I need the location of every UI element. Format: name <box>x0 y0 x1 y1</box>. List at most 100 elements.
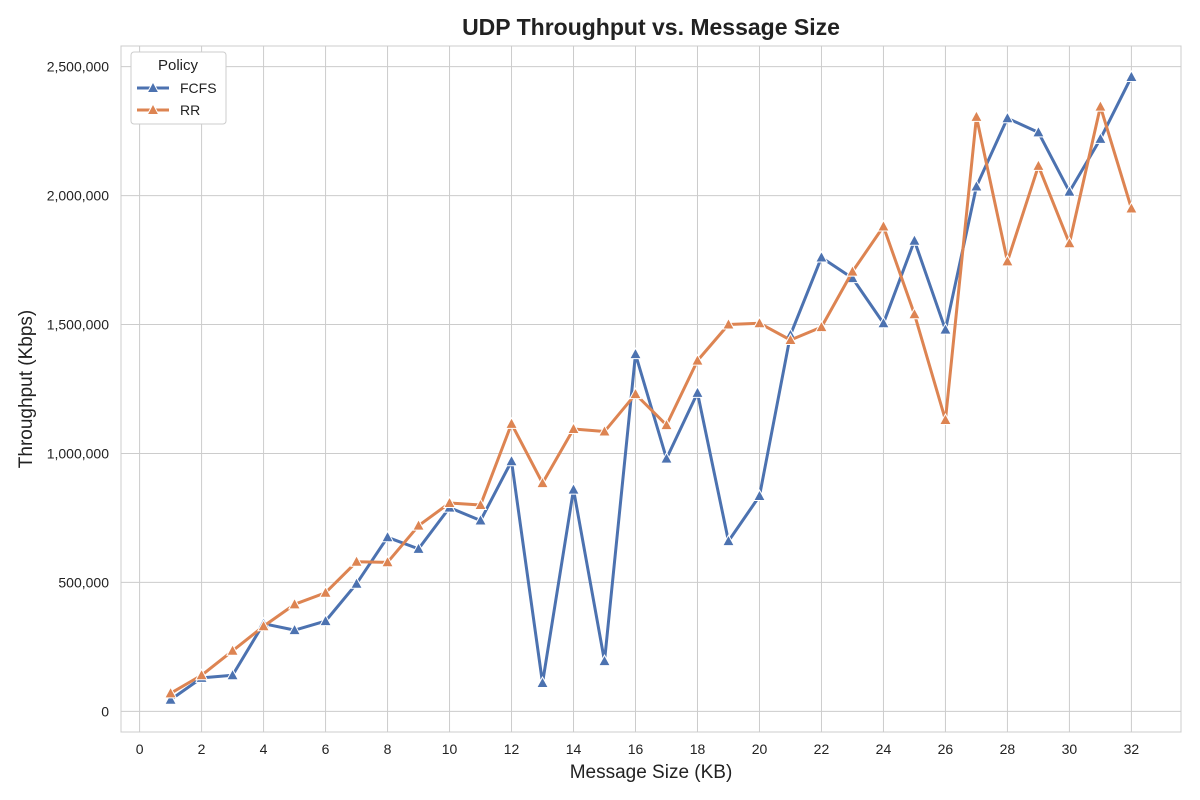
x-tick-label: 10 <box>442 741 458 757</box>
x-axis-label: Message Size (KB) <box>570 762 733 783</box>
data-point-fcfs <box>752 488 767 502</box>
data-point-rr <box>907 307 921 320</box>
data-point-fcfs <box>628 347 643 360</box>
legend-label-rr: RR <box>180 102 200 118</box>
data-point-fcfs <box>1093 131 1107 144</box>
x-tick-label: 16 <box>628 741 644 757</box>
data-point-rr <box>319 585 333 598</box>
x-tick-label: 32 <box>1124 741 1140 757</box>
data-point-fcfs <box>473 513 488 526</box>
y-axis-label: Throughput (Kbps) <box>16 310 37 468</box>
data-point-rr <box>597 424 612 437</box>
data-point-fcfs <box>535 675 550 688</box>
x-tick-label: 12 <box>504 741 520 757</box>
data-point-fcfs <box>504 454 519 467</box>
x-tick-label: 30 <box>1062 741 1078 757</box>
legend-marker-rr <box>146 102 160 115</box>
legend: Policy FCFS RR <box>130 51 227 125</box>
data-point-rr <box>628 387 643 400</box>
x-tick-label: 28 <box>1000 741 1016 757</box>
data-point-fcfs <box>1031 125 1045 138</box>
series-line-rr <box>169 105 1133 695</box>
legend-label-fcfs: FCFS <box>180 80 217 96</box>
y-tick-label: 1,000,000 <box>47 445 109 461</box>
data-point-fcfs <box>350 576 364 589</box>
data-point-rr <box>566 421 581 434</box>
data-point-rr <box>938 412 952 425</box>
plot-area <box>120 45 1182 733</box>
x-tick-label: 26 <box>938 741 954 757</box>
y-tick-label: 2,500,000 <box>47 59 109 75</box>
legend-box <box>130 51 227 125</box>
data-point-rr <box>535 476 550 489</box>
data-point-rr <box>752 316 767 329</box>
x-tick-label: 18 <box>690 741 706 757</box>
data-point-fcfs <box>597 654 612 667</box>
data-point-rr <box>876 219 890 232</box>
data-point-fcfs <box>907 233 921 246</box>
data-point-rr <box>195 668 209 681</box>
data-point-fcfs <box>659 451 674 464</box>
data-point-rr <box>1124 201 1138 214</box>
data-point-rr <box>845 264 860 277</box>
data-point-fcfs <box>566 482 581 495</box>
data-point-fcfs <box>721 534 736 547</box>
y-tick-label: 500,000 <box>58 574 109 590</box>
x-tick-label: 4 <box>260 741 268 757</box>
data-point-fcfs <box>164 692 178 705</box>
legend-marker-fcfs <box>146 80 160 93</box>
data-point-rr <box>381 555 395 568</box>
data-point-rr <box>783 332 798 345</box>
data-point-fcfs <box>690 385 705 398</box>
chart-title: UDP Throughput vs. Message Size <box>462 14 840 40</box>
x-tick-label: 20 <box>752 741 768 757</box>
data-point-rr <box>1062 236 1076 249</box>
x-tick-label: 2 <box>198 741 206 757</box>
y-tick-label: 2,000,000 <box>47 188 109 204</box>
data-point-fcfs <box>814 250 829 263</box>
legend-title: Policy <box>158 57 199 74</box>
data-point-rr <box>442 495 457 508</box>
series-lines <box>164 69 1138 705</box>
y-tick-label: 0 <box>101 703 109 719</box>
data-point-rr <box>226 643 240 656</box>
data-point-rr <box>659 418 674 431</box>
x-tick-label: 14 <box>566 741 582 757</box>
data-point-fcfs <box>381 530 395 543</box>
data-point-rr <box>1000 254 1014 267</box>
data-point-rr <box>164 686 178 699</box>
y-axis-ticks: 0 500,000 1,000,000 1,500,000 2,000,000 2,500… <box>47 59 110 720</box>
x-tick-label: 6 <box>322 741 330 757</box>
data-point-rr <box>412 518 426 531</box>
legend-entries: FCFS RR <box>137 80 217 118</box>
data-point-rr <box>814 320 829 333</box>
data-point-fcfs <box>1124 69 1138 82</box>
x-tick-label: 24 <box>876 741 892 757</box>
y-tick-label: 1,500,000 <box>47 317 109 333</box>
x-tick-label: 0 <box>136 741 144 757</box>
x-tick-label: 8 <box>384 741 392 757</box>
series-fcfs <box>164 69 1138 705</box>
data-point-rr <box>721 317 736 330</box>
grid <box>121 46 1181 732</box>
data-point-rr <box>1031 158 1045 171</box>
data-point-fcfs <box>938 322 952 335</box>
data-point-fcfs <box>288 623 302 636</box>
x-axis-ticks: 0 2 4 6 8 10 12 14 16 18 20 22 24 26 28 30 32 <box>136 741 1140 757</box>
series-line-fcfs <box>169 76 1133 701</box>
data-point-fcfs <box>876 316 890 329</box>
x-tick-label: 22 <box>814 741 830 757</box>
data-point-rr <box>504 416 519 429</box>
data-point-fcfs <box>412 541 426 554</box>
series-rr <box>164 99 1138 699</box>
data-point-fcfs <box>969 179 983 192</box>
data-point-rr <box>690 353 705 366</box>
data-point-fcfs <box>226 668 240 681</box>
data-point-fcfs <box>1000 111 1014 124</box>
data-point-rr <box>1093 99 1107 112</box>
data-point-rr <box>473 498 488 511</box>
data-point-fcfs <box>1062 184 1076 197</box>
data-point-rr <box>969 109 983 122</box>
